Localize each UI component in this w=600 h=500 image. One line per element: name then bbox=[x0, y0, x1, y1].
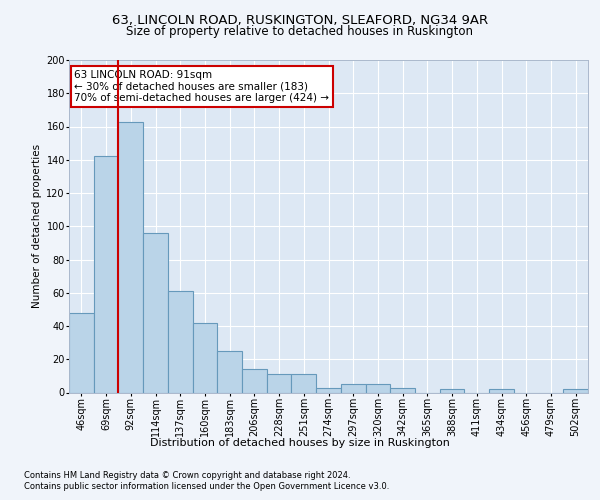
Bar bbox=[143, 233, 168, 392]
Bar bbox=[267, 374, 292, 392]
Bar bbox=[316, 388, 341, 392]
Text: Contains HM Land Registry data © Crown copyright and database right 2024.: Contains HM Land Registry data © Crown c… bbox=[24, 471, 350, 480]
Bar bbox=[341, 384, 365, 392]
Bar bbox=[118, 122, 143, 392]
Text: 63 LINCOLN ROAD: 91sqm
← 30% of detached houses are smaller (183)
70% of semi-de: 63 LINCOLN ROAD: 91sqm ← 30% of detached… bbox=[74, 70, 329, 103]
Bar bbox=[168, 291, 193, 392]
Bar bbox=[242, 369, 267, 392]
Bar bbox=[390, 388, 415, 392]
Text: 63, LINCOLN ROAD, RUSKINGTON, SLEAFORD, NG34 9AR: 63, LINCOLN ROAD, RUSKINGTON, SLEAFORD, … bbox=[112, 14, 488, 27]
Bar bbox=[217, 351, 242, 393]
Y-axis label: Number of detached properties: Number of detached properties bbox=[32, 144, 42, 308]
Bar bbox=[563, 389, 588, 392]
Bar bbox=[365, 384, 390, 392]
Bar bbox=[292, 374, 316, 392]
Bar bbox=[489, 389, 514, 392]
Text: Size of property relative to detached houses in Ruskington: Size of property relative to detached ho… bbox=[127, 25, 473, 38]
Bar bbox=[440, 389, 464, 392]
Text: Distribution of detached houses by size in Ruskington: Distribution of detached houses by size … bbox=[150, 438, 450, 448]
Text: Contains public sector information licensed under the Open Government Licence v3: Contains public sector information licen… bbox=[24, 482, 389, 491]
Bar bbox=[193, 322, 217, 392]
Bar bbox=[69, 312, 94, 392]
Bar bbox=[94, 156, 118, 392]
